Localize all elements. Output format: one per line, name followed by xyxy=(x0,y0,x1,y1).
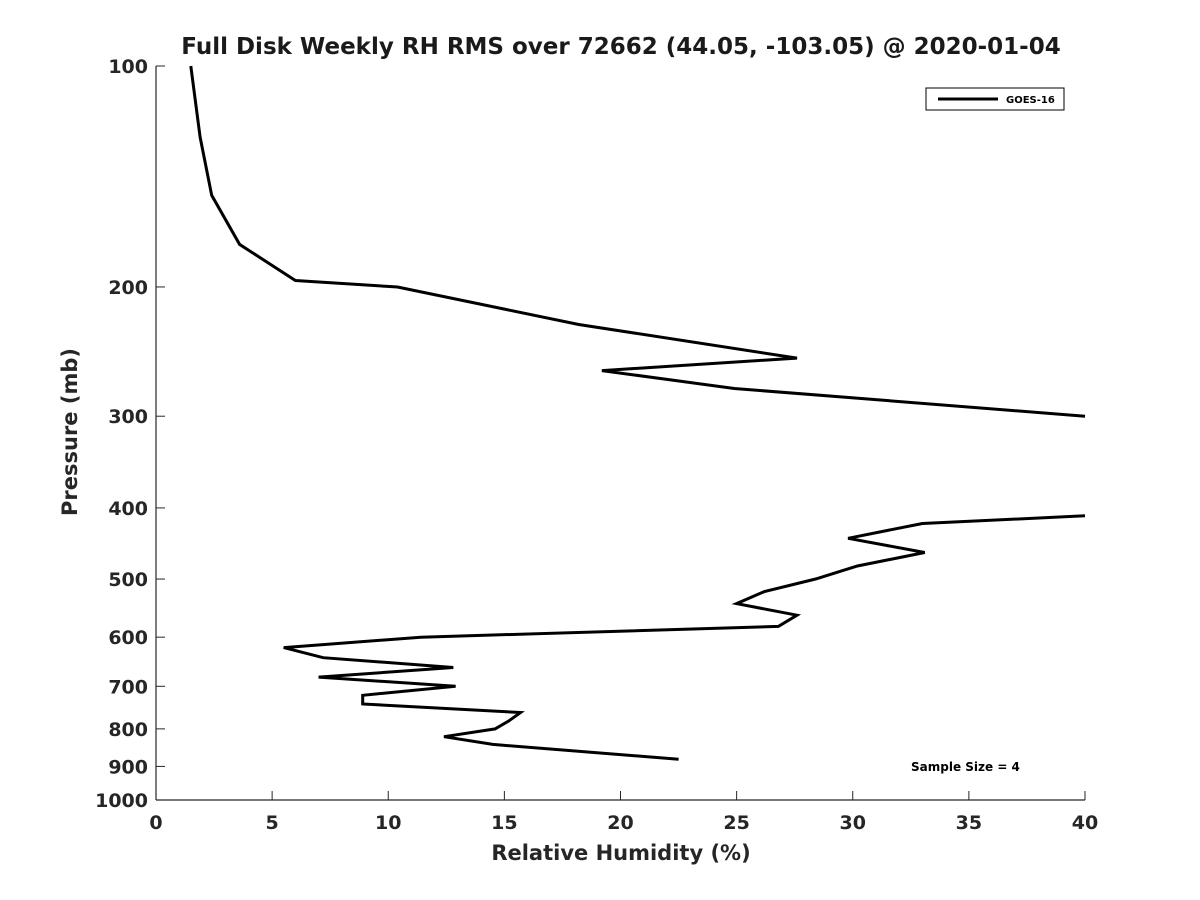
axes: 0 5 10 15 20 25 30 35 40 100 200 300 400 500 600 700 800… xyxy=(95,56,1098,834)
y-tick-label: 600 xyxy=(108,627,148,649)
y-tick-label: 500 xyxy=(108,569,148,591)
y-tick-label: 300 xyxy=(108,406,148,428)
series-layer xyxy=(189,65,1086,761)
x-axis-label: Relative Humidity (%) xyxy=(491,841,750,865)
legend: GOES-16 xyxy=(925,87,1065,111)
y-tick-label: 100 xyxy=(108,56,148,78)
x-tick-label: 40 xyxy=(1072,812,1098,834)
sample-size-annotation: Sample Size = 4 xyxy=(911,760,1020,774)
x-tick-label: 15 xyxy=(491,812,517,834)
chart-title: Full Disk Weekly RH RMS over 72662 (44.0… xyxy=(181,34,1060,60)
series-line-goes-16-segment-2 xyxy=(283,514,1086,761)
y-tick-label: 900 xyxy=(108,756,148,778)
x-tick-label: 5 xyxy=(266,812,279,834)
legend-label-goes-16: GOES-16 xyxy=(1006,95,1055,106)
y-tick-label: 700 xyxy=(108,676,148,698)
x-tick-label: 10 xyxy=(375,812,401,834)
y-axis-label: Pressure (mb) xyxy=(58,348,82,516)
x-tick-label: 25 xyxy=(723,812,749,834)
x-tick-label: 30 xyxy=(840,812,866,834)
y-tick-label: 800 xyxy=(108,719,148,741)
y-tick-label: 1000 xyxy=(95,790,148,812)
x-tick-label: 20 xyxy=(607,812,633,834)
series-line-goes-16-segment-1 xyxy=(189,65,1086,418)
x-tick-label: 35 xyxy=(956,812,982,834)
x-tick-label: 0 xyxy=(149,812,162,834)
y-tick-label: 400 xyxy=(108,498,148,520)
y-tick-label: 200 xyxy=(108,277,148,299)
